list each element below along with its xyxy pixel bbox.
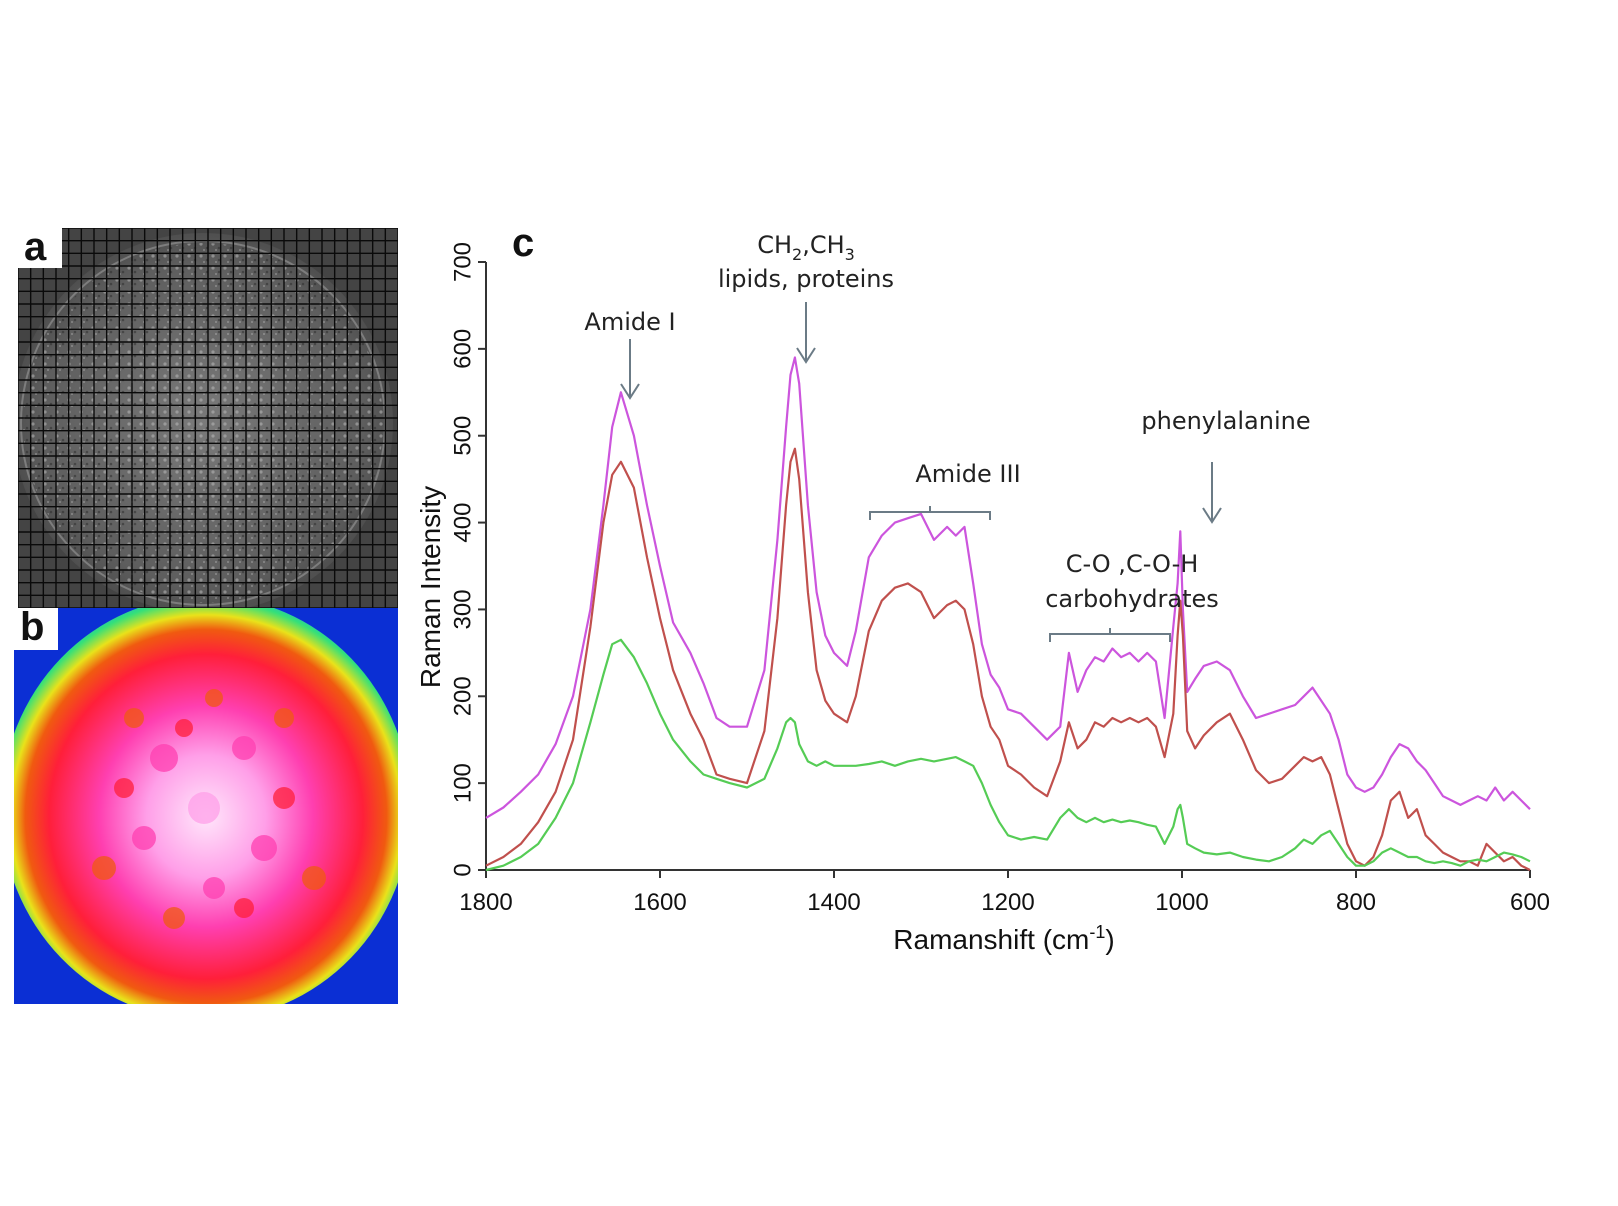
heat-blotch	[92, 856, 116, 880]
heat-blotch	[302, 866, 326, 890]
heat-blotch	[114, 778, 134, 798]
y-tick-label: 200	[449, 676, 476, 716]
annot-ch-2: ,CH	[802, 231, 844, 259]
series-line-3	[485, 638, 1531, 872]
x-tick-label: 1200	[981, 889, 1034, 916]
heat-blotch	[273, 787, 295, 809]
y-tick-label: 700	[449, 242, 476, 282]
heat-blotch	[234, 898, 254, 918]
x-axis-title-end: )	[1105, 924, 1114, 955]
heat-blotch	[251, 835, 277, 861]
heat-blotch	[232, 736, 256, 760]
annotation-ch2-ch3: CH2,CH3 lipids, proteins	[718, 231, 894, 293]
x-tick-label: 1000	[1155, 889, 1208, 916]
panel-a-label: a	[24, 228, 47, 269]
annot-sub-2: 2	[792, 245, 802, 264]
heat-blotch	[188, 792, 220, 824]
y-tick-label: 500	[449, 416, 476, 456]
annot-ch-1: CH	[757, 231, 792, 259]
heat-blotch	[132, 826, 156, 850]
x-axis-title: Ramanshift (cm-1)	[893, 922, 1114, 955]
bracket-amide-iii-icon	[869, 506, 991, 520]
heat-blotch	[124, 708, 144, 728]
panel-b-label: b	[20, 608, 44, 649]
panel-c-label: c	[512, 222, 534, 265]
panel-a-grid	[18, 228, 398, 608]
panel-b-blotches	[92, 689, 326, 929]
arrow-amide-i-icon	[620, 339, 640, 400]
y-axis-title: Raman Intensity	[415, 486, 446, 688]
heat-blotch	[163, 907, 185, 929]
x-tick-label: 1800	[459, 889, 512, 916]
chart-axes	[485, 262, 1530, 871]
panel-b-label-bg	[14, 608, 58, 650]
heat-blotch	[274, 708, 294, 728]
panel-b-intensity-map: b	[14, 608, 398, 1004]
heat-blotch	[175, 719, 193, 737]
heat-blotch	[203, 877, 225, 899]
x-axis-ticks: 1800 1600 1400 1200 1000 800 600	[459, 870, 1550, 916]
annotation-carbohydrates: carbohydrates	[1045, 585, 1219, 613]
y-tick-label: 100	[449, 763, 476, 803]
panel-c-raman-spectra: c 0 100 200 300 400 500 600 700 1800 1600 1400 120…	[410, 221, 1618, 1022]
heat-blotch	[205, 689, 223, 707]
panel-a-svg: a	[18, 228, 398, 608]
annotation-c-o: C-O ,C-O-H	[1066, 550, 1199, 578]
y-tick-label: 0	[449, 863, 476, 876]
y-tick-label: 600	[449, 329, 476, 369]
x-tick-label: 1400	[807, 889, 860, 916]
chart-series	[485, 356, 1531, 872]
x-tick-label: 800	[1336, 889, 1376, 916]
x-axis-title-main: Ramanshift (cm	[893, 924, 1089, 955]
panel-a-brightfield-image: a	[18, 228, 398, 608]
series-line-1	[485, 356, 1531, 819]
raman-chart: c 0 100 200 300 400 500 600 700 1800 1600 1400 120…	[415, 221, 1550, 955]
annotation-amide-iii: Amide III	[915, 460, 1020, 488]
annotation-ch2-ch3-text: CH2,CH3	[757, 231, 855, 264]
x-tick-label: 1600	[633, 889, 686, 916]
heat-blotch	[150, 744, 178, 772]
y-tick-label: 300	[449, 589, 476, 629]
bracket-carbohydrates-icon	[1049, 628, 1171, 642]
annotation-lipids-proteins: lipids, proteins	[718, 265, 894, 293]
y-axis-ticks: 0 100 200 300 400 500 600 700	[449, 242, 486, 877]
annotation-markers	[620, 302, 1222, 642]
panel-a-cell-texture	[23, 243, 383, 603]
annot-sub-3: 3	[845, 245, 855, 264]
arrow-ch2-icon	[796, 302, 816, 364]
annotation-phenylalanine: phenylalanine	[1141, 407, 1310, 435]
y-tick-label: 400	[449, 503, 476, 543]
panel-b-svg: b	[14, 608, 398, 1004]
annotation-amide-i: Amide I	[584, 308, 675, 336]
x-tick-label: 600	[1510, 889, 1550, 916]
arrow-phenylalanine-icon	[1202, 462, 1222, 524]
series-line-2	[485, 447, 1531, 871]
panel-a-label-bg	[18, 228, 62, 268]
x-axis-title-superscript: -1	[1089, 922, 1105, 942]
